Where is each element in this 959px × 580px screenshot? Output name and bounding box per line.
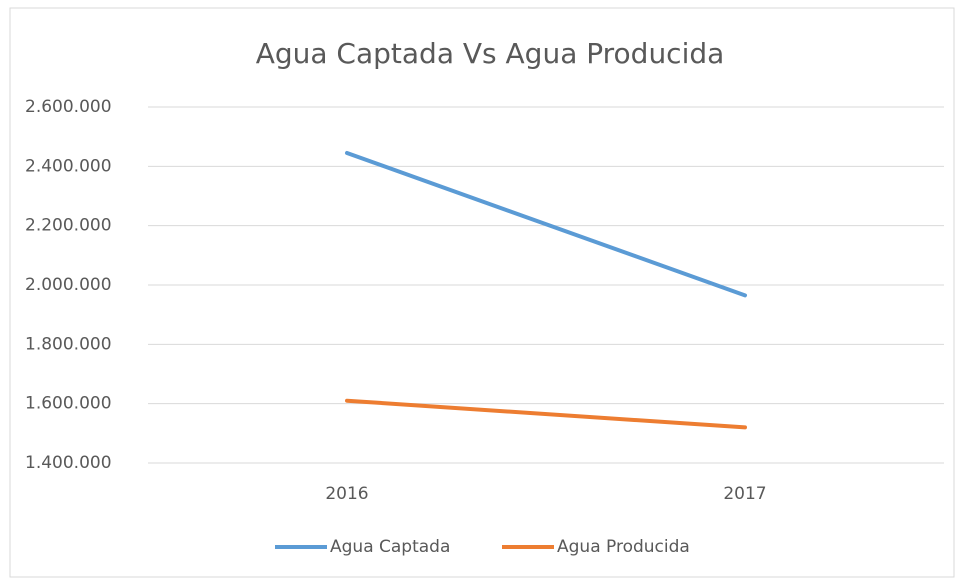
y-tick-label: 2.400.000 (25, 156, 112, 176)
y-tick-label: 1.600.000 (25, 394, 112, 414)
y-tick-label: 1.800.000 (25, 334, 112, 354)
x-tick-label: 2016 (325, 484, 368, 504)
legend-label: Agua Producida (557, 537, 690, 557)
y-tick-label: 2.000.000 (25, 275, 112, 295)
y-tick-label: 1.400.000 (25, 453, 112, 473)
legend-label: Agua Captada (330, 537, 450, 557)
chart-title: Agua Captada Vs Agua Producida (256, 37, 725, 70)
chart-border (9, 7, 955, 578)
y-tick-label: 2.600.000 (25, 97, 112, 117)
data-line (345, 150, 747, 298)
data-line (345, 398, 747, 430)
y-tick-label: 2.200.000 (25, 216, 112, 236)
x-tick-label: 2017 (723, 484, 766, 504)
